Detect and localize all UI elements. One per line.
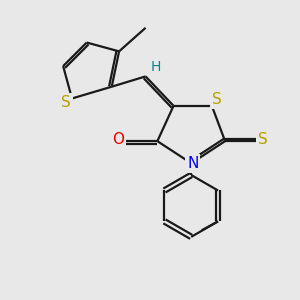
Text: O: O [112, 132, 124, 147]
Text: S: S [258, 132, 267, 147]
Text: N: N [187, 156, 198, 171]
Text: S: S [212, 92, 222, 107]
Text: S: S [61, 94, 71, 110]
Text: H: H [151, 60, 161, 74]
